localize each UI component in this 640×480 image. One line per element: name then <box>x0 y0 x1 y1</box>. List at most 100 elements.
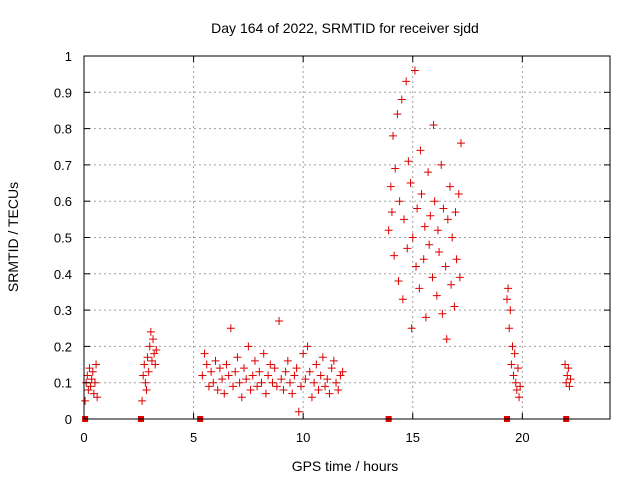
chart-title: Day 164 of 2022, SRMTID for receiver sjd… <box>211 20 479 36</box>
data-point <box>506 306 515 315</box>
data-point <box>452 255 461 264</box>
data-point <box>204 382 213 391</box>
data-point <box>140 360 149 369</box>
data-point <box>226 324 235 333</box>
data-point <box>433 226 442 235</box>
data-point <box>415 284 424 293</box>
data-point <box>325 389 334 398</box>
data-point <box>151 360 160 369</box>
data-point <box>402 77 411 86</box>
data-point <box>334 385 343 394</box>
data-point <box>327 364 336 373</box>
data-point <box>231 367 240 376</box>
data-point <box>507 360 516 369</box>
data-point <box>437 160 446 169</box>
data-point <box>144 367 153 376</box>
data-point <box>270 364 279 373</box>
data-point <box>435 248 444 257</box>
y-tick-labels: 0 0.1 0.2 0.3 0.4 0.5 0.6 0.7 0.8 0.9 1 <box>54 49 72 427</box>
data-point <box>509 371 518 380</box>
data-point <box>283 356 292 365</box>
data-point <box>562 378 571 387</box>
data-point <box>412 262 421 271</box>
data-point <box>404 157 413 166</box>
data-point <box>239 364 248 373</box>
data-point <box>429 120 438 129</box>
data-point <box>220 389 229 398</box>
data-point <box>403 244 412 253</box>
data-point <box>410 66 419 75</box>
y-tick-label: 0.1 <box>54 376 72 391</box>
y-tick-label: 0.4 <box>54 267 72 282</box>
data-point <box>207 367 216 376</box>
data-point <box>502 295 511 304</box>
data-point <box>292 364 301 373</box>
data-point <box>290 371 299 380</box>
data-point <box>272 382 281 391</box>
data-point <box>386 182 395 191</box>
data-point <box>142 385 151 394</box>
data-point <box>428 273 437 282</box>
x-tick-label: 20 <box>515 430 529 445</box>
data-point <box>432 291 441 300</box>
data-point <box>257 378 266 387</box>
data-point <box>237 393 246 402</box>
data-point <box>391 164 400 173</box>
data-point <box>338 367 347 376</box>
data-point <box>332 378 341 387</box>
data-point <box>384 226 393 235</box>
data-point <box>430 197 439 206</box>
data-point <box>246 385 255 394</box>
data-point <box>515 393 524 402</box>
data-point <box>417 189 426 198</box>
data-point <box>215 364 224 373</box>
data-point <box>81 396 90 405</box>
data-point <box>307 393 316 402</box>
data-point <box>511 378 520 387</box>
data-point <box>312 360 321 369</box>
data-point <box>242 375 251 384</box>
data-point <box>200 349 209 358</box>
data-point <box>512 385 521 394</box>
data-point <box>88 367 97 376</box>
data-point <box>286 378 295 387</box>
data-point <box>301 375 310 384</box>
y-tick-label: 0 <box>65 412 72 427</box>
data-point <box>448 233 457 242</box>
x-tick-label: 5 <box>190 430 197 445</box>
data-point <box>288 389 297 398</box>
data-point <box>565 382 574 391</box>
data-point <box>451 208 460 217</box>
data-point <box>244 342 253 351</box>
data-point <box>294 407 303 416</box>
data-point <box>248 371 257 380</box>
data-point <box>92 360 101 369</box>
data-point <box>406 179 415 188</box>
data-point <box>513 364 522 373</box>
data-point <box>198 371 207 380</box>
grid-lines <box>84 56 610 419</box>
data-point <box>229 382 238 391</box>
data-point <box>420 222 429 231</box>
data-point <box>450 302 459 311</box>
data-point <box>442 335 451 344</box>
data-point <box>508 342 517 351</box>
data-point <box>454 189 463 198</box>
data-point <box>419 255 428 264</box>
data-point <box>87 375 96 384</box>
data-point <box>150 349 159 358</box>
data-point <box>222 360 231 369</box>
data-point <box>305 367 314 376</box>
data-point <box>250 356 259 365</box>
data-point <box>399 215 408 224</box>
data-point <box>84 385 93 394</box>
data-point <box>93 393 102 402</box>
data-point <box>85 364 94 373</box>
y-tick-label: 0.2 <box>54 339 72 354</box>
data-point <box>426 211 435 220</box>
data-point <box>90 378 99 387</box>
data-point <box>259 349 268 358</box>
data-point <box>395 197 404 206</box>
data-point <box>141 378 150 387</box>
x-tick-labels: 0 5 10 15 20 <box>80 430 529 445</box>
